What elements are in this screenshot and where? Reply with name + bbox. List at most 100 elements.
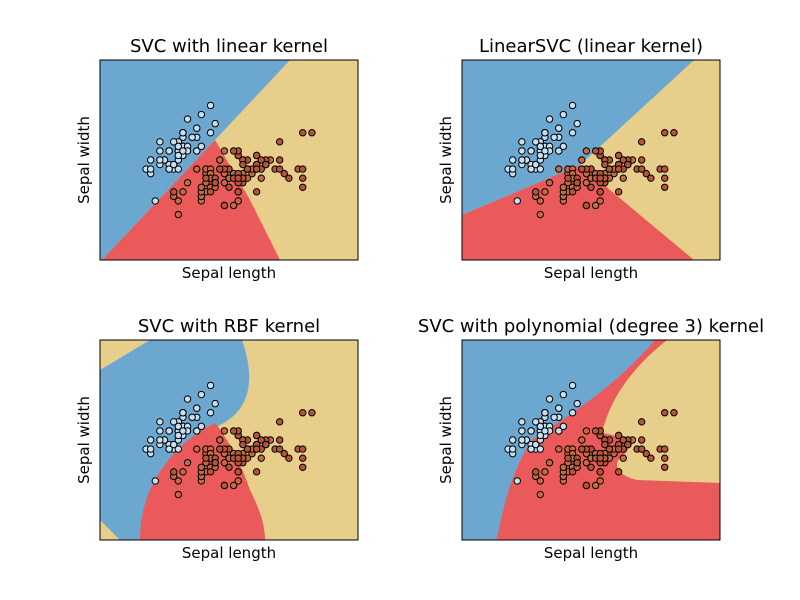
data-point — [252, 468, 261, 476]
data-point — [508, 436, 517, 444]
data-point — [275, 156, 284, 164]
data-point — [578, 445, 586, 453]
data-point — [624, 160, 632, 169]
data-point — [619, 156, 627, 164]
data-point — [564, 174, 572, 182]
data-point — [183, 115, 192, 123]
data-point — [170, 138, 178, 146]
data-point — [156, 156, 164, 164]
data-point — [591, 427, 600, 435]
data-point — [670, 409, 678, 417]
data-point — [527, 147, 535, 155]
data-point — [559, 110, 568, 119]
data-point — [280, 169, 288, 178]
data-point — [174, 431, 183, 440]
data-point — [536, 477, 545, 485]
region — [462, 60, 694, 215]
data-point — [179, 409, 187, 417]
data-point — [541, 129, 549, 137]
data-point — [193, 165, 201, 173]
data-point — [146, 445, 155, 453]
data-point — [243, 165, 252, 173]
data-point — [211, 459, 219, 467]
axes-frame — [461, 339, 721, 541]
data-point — [559, 183, 568, 191]
data-point — [614, 431, 623, 440]
data-point — [179, 468, 187, 476]
data-point — [206, 101, 215, 110]
data-point — [573, 179, 581, 187]
data-point — [156, 436, 164, 444]
data-point — [220, 201, 229, 210]
data-point — [637, 138, 646, 146]
region — [100, 340, 250, 540]
data-point — [582, 481, 591, 490]
data-point — [619, 436, 627, 444]
data-point — [165, 445, 173, 453]
x-axis-label: Sepal length — [544, 264, 638, 282]
data-point — [541, 147, 549, 155]
data-point — [216, 436, 224, 444]
data-point — [555, 147, 563, 155]
data-point — [518, 147, 526, 155]
data-point — [170, 418, 178, 426]
data-point — [518, 427, 526, 435]
data-point — [216, 165, 224, 173]
data-point — [661, 463, 669, 471]
data-point — [582, 201, 591, 210]
data-point — [601, 440, 609, 449]
data-point — [661, 409, 669, 417]
data-point — [146, 436, 155, 444]
data-point — [573, 399, 581, 408]
data-point — [197, 463, 206, 471]
data-point — [280, 449, 288, 458]
data-point — [165, 147, 173, 155]
region — [462, 340, 655, 540]
region — [100, 60, 290, 260]
subplot: SVC with linear kernel Sepal length Sepal … — [75, 36, 359, 282]
data-point — [582, 179, 591, 187]
axes-frame — [99, 59, 359, 261]
data-point — [197, 110, 206, 119]
data-point — [642, 449, 650, 458]
data-point — [179, 188, 187, 196]
y-axis-label: Sepal width — [75, 396, 93, 484]
data-point — [614, 165, 623, 173]
data-point — [536, 197, 545, 205]
data-point — [193, 147, 201, 155]
data-point — [578, 156, 586, 164]
data-point — [532, 138, 540, 146]
data-point — [179, 129, 187, 137]
data-point — [275, 138, 284, 146]
data-point — [587, 463, 595, 471]
data-point — [234, 188, 242, 196]
data-point — [183, 395, 192, 403]
data-point — [596, 197, 604, 205]
data-point — [536, 165, 545, 173]
data-point — [234, 197, 242, 205]
data-point — [545, 459, 554, 467]
y-axis-label: Sepal width — [75, 116, 93, 204]
data-point — [536, 210, 545, 219]
data-point — [243, 445, 252, 453]
data-point — [299, 165, 307, 173]
data-point — [183, 459, 192, 467]
region — [102, 140, 280, 260]
data-point — [220, 147, 229, 155]
data-point — [624, 440, 632, 449]
data-point — [541, 188, 549, 196]
data-point — [596, 188, 604, 196]
data-point — [170, 440, 178, 449]
data-point — [527, 165, 535, 173]
data-point — [596, 468, 604, 476]
data-point — [299, 129, 307, 137]
data-point — [518, 138, 526, 146]
data-point — [559, 390, 568, 399]
data-point — [568, 101, 577, 110]
data-point — [174, 445, 183, 453]
data-point — [252, 445, 261, 453]
subplot: SVC with RBF kernel Sepal length Sepal wid… — [75, 316, 359, 562]
data-point — [614, 445, 623, 453]
y-axis-label: Sepal width — [437, 396, 455, 484]
data-point — [174, 165, 183, 173]
